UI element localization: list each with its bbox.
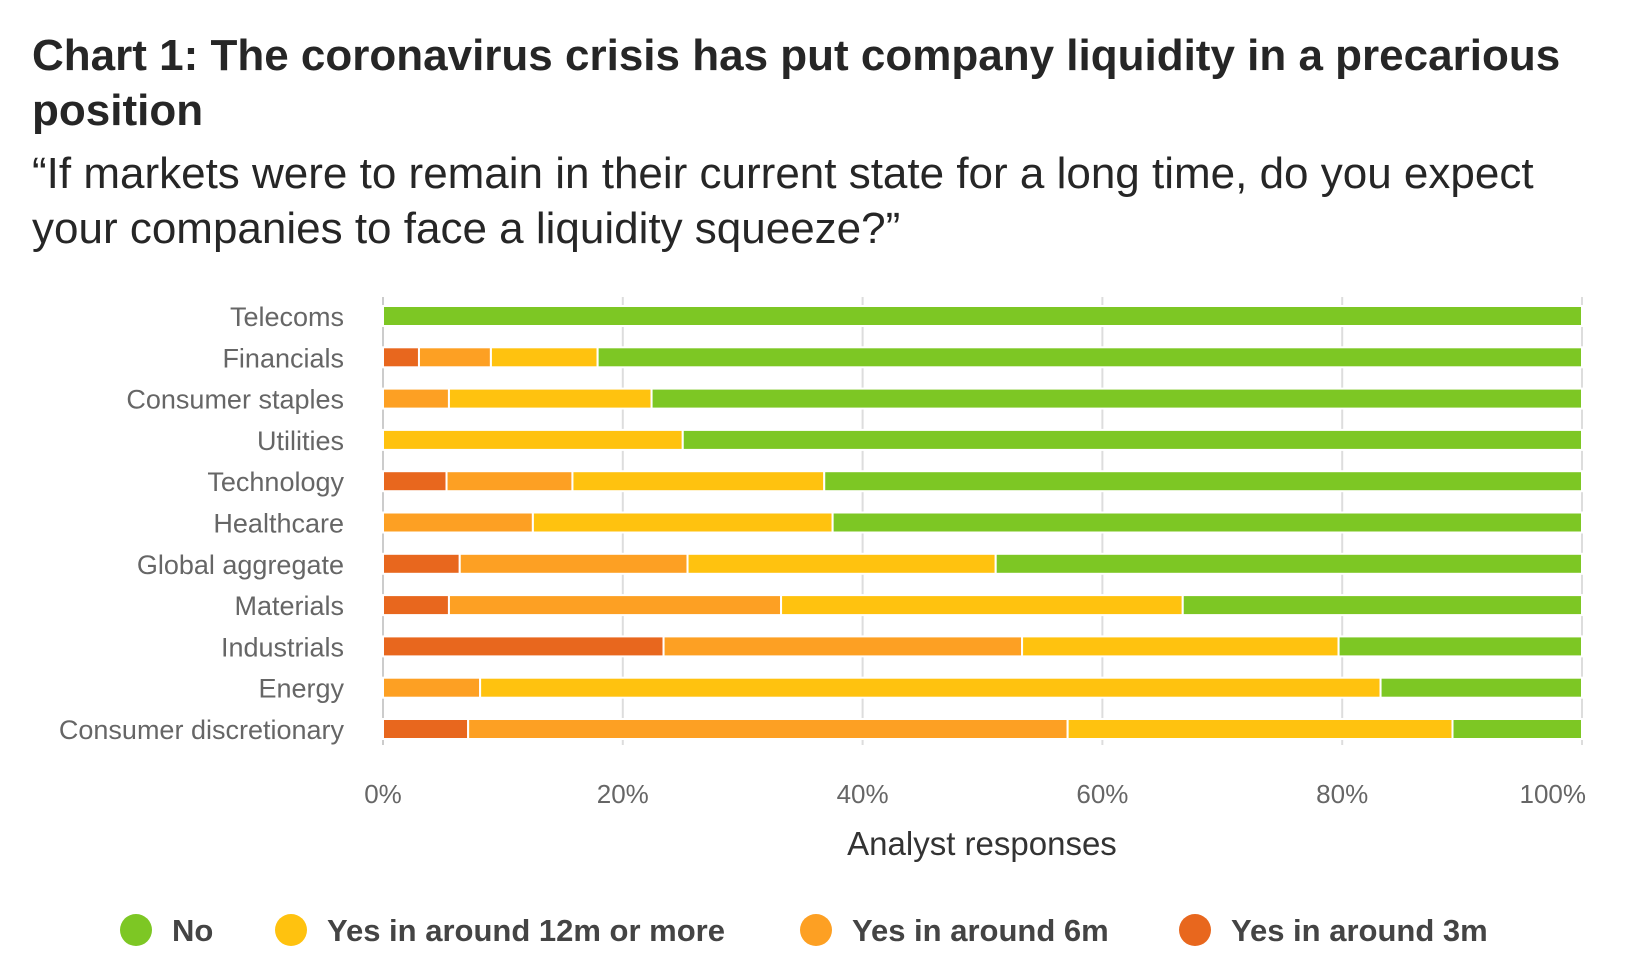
bar-segment — [382, 346, 420, 369]
x-tick-label: 20% — [597, 779, 649, 809]
legend-label: Yes in around 6m — [852, 913, 1109, 948]
bar-segment — [650, 387, 1583, 410]
x-tick-label: 60% — [1076, 779, 1128, 809]
x-tick-label: 80% — [1316, 779, 1368, 809]
x-tick-label: 100% — [1520, 779, 1587, 809]
x-tick-label: 0% — [364, 779, 402, 809]
category-label: Consumer discretionary — [59, 715, 345, 745]
bar-segment — [382, 676, 482, 699]
bar-segment — [382, 552, 461, 575]
bar-segment — [458, 552, 689, 575]
bar-segment — [447, 594, 783, 617]
bar-segment — [382, 305, 1583, 327]
bar-segment — [382, 511, 534, 534]
bar-segment — [467, 718, 1069, 740]
category-labels: Telecoms Financials Consumer staples Utilit… — [59, 302, 345, 745]
bar-segment — [382, 387, 450, 410]
bar-segment — [382, 470, 448, 493]
bar-segment — [382, 718, 470, 740]
bar-segment — [823, 470, 1583, 493]
bar-segment — [1066, 718, 1454, 740]
category-label: Global aggregate — [137, 550, 344, 580]
legend-swatch — [120, 914, 152, 946]
bar-segment — [1337, 635, 1584, 658]
bar-segment — [382, 428, 684, 451]
category-label: Utilities — [257, 426, 344, 456]
bar-segment — [571, 470, 826, 493]
bar-segment — [382, 635, 665, 658]
category-label: Consumer staples — [126, 385, 344, 415]
bar-segment — [596, 346, 1583, 369]
bar-segment — [662, 635, 1024, 658]
category-label: Industrials — [221, 632, 344, 662]
bar-segment — [831, 511, 1583, 534]
category-label: Financials — [222, 343, 344, 373]
chart-title: Chart 1: The coronavirus crisis has put … — [32, 31, 1561, 135]
x-tick-label: 40% — [837, 779, 889, 809]
bar-segment — [780, 594, 1184, 617]
category-label: Telecoms — [230, 302, 344, 332]
bar-segment — [447, 387, 653, 410]
legend: No Yes in around 12m or more Yes in around… — [120, 913, 1488, 948]
bars — [382, 305, 1584, 740]
bar-segment — [489, 346, 599, 369]
bar-segment — [1451, 718, 1584, 740]
bar-segment — [417, 346, 492, 369]
category-label: Materials — [234, 591, 344, 621]
legend-swatch — [275, 914, 307, 946]
legend-label: Yes in around 3m — [1231, 913, 1488, 948]
bar-segment — [1379, 676, 1583, 699]
category-label: Energy — [258, 674, 344, 704]
legend-label: No — [172, 913, 213, 948]
legend-label: Yes in around 12m or more — [327, 913, 725, 948]
bar-segment — [994, 552, 1583, 575]
legend-swatch — [1179, 914, 1211, 946]
legend-swatch — [800, 914, 832, 946]
x-axis-title: Analyst responses — [847, 825, 1117, 862]
chart-subtitle: “If markets were to remain in their curr… — [32, 149, 1534, 253]
bar-segment — [1021, 635, 1340, 658]
bar-segment — [531, 511, 834, 534]
bar-segment — [1181, 594, 1584, 617]
bar-segment — [445, 470, 574, 493]
bar-segment — [686, 552, 997, 575]
bar-segment — [681, 428, 1583, 451]
x-tick-labels: 0% 20% 40% 60% 80% 100% — [364, 779, 1586, 809]
category-label: Healthcare — [213, 509, 344, 539]
bar-segment — [479, 676, 1382, 699]
bar-segment — [382, 594, 450, 617]
category-label: Technology — [207, 467, 344, 497]
